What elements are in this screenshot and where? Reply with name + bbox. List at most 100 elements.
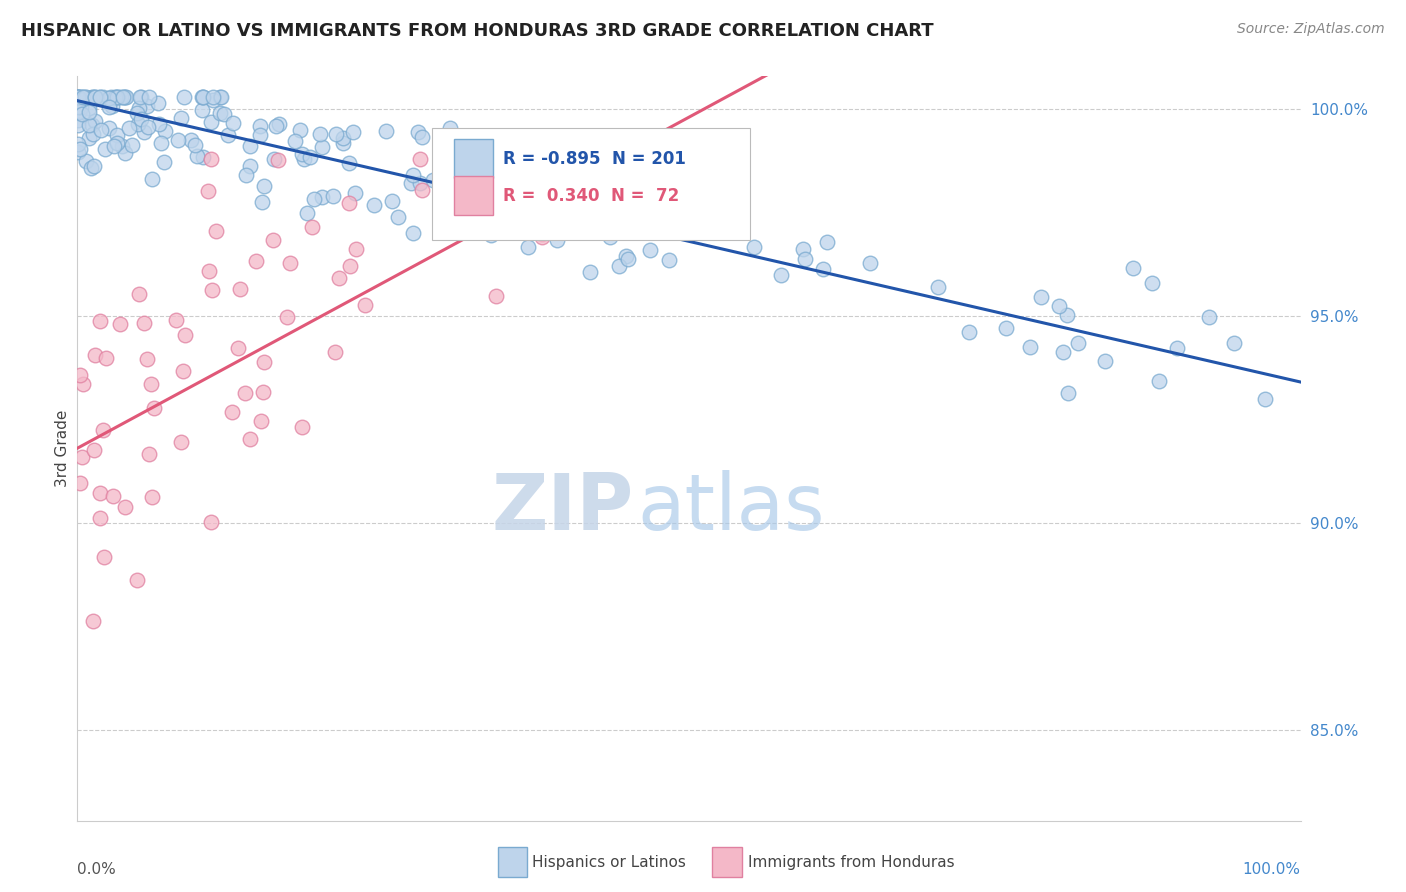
Point: [235, 169, 257, 183]
Point: [432, 189, 454, 203]
Point: [139, 377, 162, 392]
Point: [100, 89, 122, 103]
Point: [1223, 336, 1246, 351]
Point: [136, 99, 159, 113]
Point: [214, 107, 236, 121]
Point: [297, 206, 319, 220]
Point: [104, 91, 127, 105]
Point: [180, 133, 202, 147]
Point: [1166, 341, 1188, 355]
Point: [239, 159, 262, 173]
Point: [97, 90, 120, 104]
Text: 100.0%: 100.0%: [1243, 862, 1301, 877]
Point: [301, 219, 323, 234]
Point: [322, 189, 344, 203]
Point: [531, 152, 554, 166]
Point: [121, 137, 143, 152]
Point: [464, 198, 486, 212]
Point: [249, 128, 271, 143]
Point: [422, 172, 444, 186]
Point: [1047, 299, 1070, 313]
Point: [546, 233, 568, 247]
Point: [239, 432, 262, 446]
Point: [91, 89, 114, 103]
Point: [67, 89, 90, 103]
Point: [531, 197, 554, 211]
Point: [125, 573, 148, 587]
Point: [531, 219, 554, 233]
Text: R =  0.340  N =  72: R = 0.340 N = 72: [503, 187, 679, 205]
Point: [815, 235, 838, 249]
Point: [658, 252, 681, 267]
Point: [253, 178, 276, 193]
Point: [89, 89, 111, 103]
Point: [128, 101, 150, 115]
Point: [197, 263, 219, 277]
Point: [69, 368, 91, 382]
Point: [70, 107, 93, 121]
Point: [138, 89, 160, 103]
Point: [411, 129, 433, 144]
Point: [1122, 261, 1144, 276]
Point: [221, 116, 243, 130]
Point: [588, 196, 610, 211]
Point: [114, 145, 136, 160]
Point: [104, 89, 127, 103]
Point: [665, 217, 688, 231]
Point: [249, 119, 271, 133]
Point: [344, 242, 367, 256]
Point: [90, 123, 112, 137]
Point: [263, 153, 285, 167]
Point: [129, 112, 152, 126]
Point: [239, 139, 262, 153]
Point: [325, 127, 347, 141]
Point: [264, 119, 287, 133]
Point: [620, 202, 643, 217]
Point: [332, 136, 354, 150]
Point: [449, 169, 471, 184]
Point: [443, 142, 465, 156]
Point: [531, 152, 554, 166]
Point: [186, 149, 208, 163]
Point: [136, 120, 159, 135]
Point: [374, 124, 396, 138]
Point: [1019, 340, 1042, 354]
Point: [146, 95, 169, 110]
Point: [291, 147, 314, 161]
Point: [742, 240, 765, 254]
Point: [547, 224, 569, 238]
Point: [571, 207, 593, 221]
Point: [406, 125, 429, 139]
Point: [84, 113, 107, 128]
Point: [131, 89, 153, 103]
Point: [89, 314, 111, 328]
Point: [531, 156, 554, 170]
Point: [411, 182, 433, 196]
Point: [93, 550, 115, 565]
Point: [859, 256, 882, 270]
Point: [478, 179, 501, 194]
Point: [67, 89, 90, 103]
Point: [578, 265, 600, 279]
Point: [599, 230, 621, 244]
Point: [1057, 386, 1080, 401]
Point: [79, 119, 101, 133]
Point: [288, 123, 311, 137]
Point: [387, 210, 409, 224]
Point: [354, 298, 377, 312]
Point: [184, 138, 207, 153]
Point: [69, 100, 91, 114]
Text: Hispanics or Latinos: Hispanics or Latinos: [533, 855, 686, 870]
Text: ZIP: ZIP: [492, 470, 634, 546]
Point: [267, 153, 290, 168]
Point: [1149, 374, 1171, 388]
Point: [170, 434, 193, 449]
Point: [111, 89, 134, 103]
Point: [609, 221, 631, 235]
Point: [638, 201, 661, 215]
Point: [82, 614, 104, 628]
Point: [278, 256, 301, 270]
Point: [209, 89, 232, 103]
Point: [267, 117, 290, 131]
Point: [75, 154, 97, 169]
